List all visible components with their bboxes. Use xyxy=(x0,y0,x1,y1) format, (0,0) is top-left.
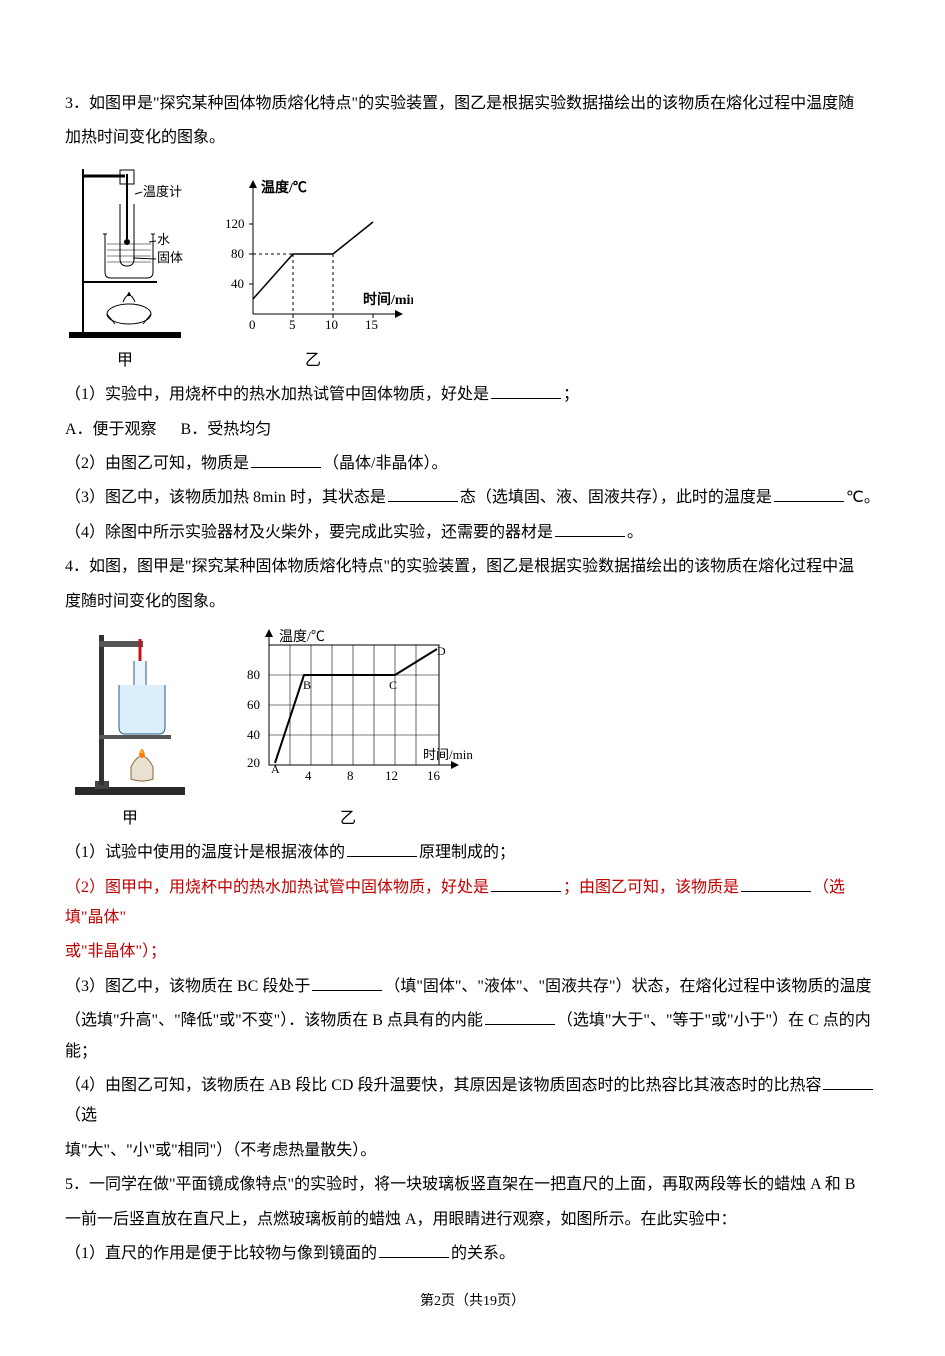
svg-text:4: 4 xyxy=(305,768,312,783)
q3-p1: （1）实验中，用烧杯中的热水加热试管中固体物质，好处是； xyxy=(65,380,880,410)
svg-text:B: B xyxy=(303,678,311,692)
q4-chart-col: A B C D 80 60 40 20 4 8 12 16 xyxy=(223,627,473,834)
q3-p2: （2）由图乙可知，物质是（晶体/非晶体）。 xyxy=(65,449,880,479)
q4-p2a: （2）图甲中，用烧杯中的热水加热试管中固体物质，好处是；由图乙可知，该物质是（选… xyxy=(65,873,880,934)
blank[interactable] xyxy=(485,1007,555,1026)
blank[interactable] xyxy=(388,484,458,503)
svg-text:12: 12 xyxy=(385,768,398,783)
blank[interactable] xyxy=(823,1071,873,1090)
q4-chart: A B C D 80 60 40 20 4 8 12 16 xyxy=(223,627,473,802)
q4-figure-row: 甲 xyxy=(65,627,880,834)
svg-text:80: 80 xyxy=(231,246,244,261)
q4-p1: （1）试验中使用的温度计是根据液体的原理制成的； xyxy=(65,838,880,868)
q3-fig-a-label: 甲 xyxy=(65,346,185,376)
q3-fig-b-label: 乙 xyxy=(213,346,413,376)
page-footer: 第2页（共19页） xyxy=(65,1289,880,1316)
svg-text:A: A xyxy=(271,762,280,776)
svg-text:D: D xyxy=(437,644,446,658)
svg-text:8: 8 xyxy=(347,768,354,783)
blank[interactable] xyxy=(774,484,844,503)
q4-fig-b-label: 乙 xyxy=(223,804,473,834)
q3-apparatus-col: 温度计 水 固体 甲 xyxy=(65,164,185,376)
q4-intro-1: 4．如图，图甲是"探究某种固体物质熔化特点"的实验装置，图乙是根据实验数据描绘出… xyxy=(65,552,880,582)
q5-p1: （1）直尺的作用是便于比较物与像到镜面的的关系。 xyxy=(65,1239,880,1269)
page: 3．如图甲是"探究某种固体物质熔化特点"的实验装置，图乙是根据实验数据描绘出的该… xyxy=(0,0,945,1356)
q4-fig-a-label: 甲 xyxy=(65,804,195,834)
blank[interactable] xyxy=(491,873,561,892)
q5-intro-2: 一前一后竖直放在直尺上，点燃玻璃板前的蜡烛 A，用眼睛进行观察，如图所示。在此实… xyxy=(65,1205,880,1235)
q3-intro-1: 3．如图甲是"探究某种固体物质熔化特点"的实验装置，图乙是根据实验数据描绘出的该… xyxy=(65,89,880,119)
blank[interactable] xyxy=(312,972,382,991)
q3-p4: （4）除图中所示实验器材及火柴外，要完成此实验，还需要的器材是。 xyxy=(65,518,880,548)
label-thermo: 温度计 xyxy=(143,184,182,199)
q3-figure-row: 温度计 水 固体 甲 40 80 120 0 xyxy=(65,164,880,376)
svg-text:120: 120 xyxy=(225,216,245,231)
q5-intro-1: 5．一同学在做"平面镜成像特点"的实验时，将一块玻璃板竖直架在一把直尺的上面，再… xyxy=(65,1170,880,1200)
svg-text:16: 16 xyxy=(427,768,441,783)
svg-text:时间/min: 时间/min xyxy=(423,747,473,762)
apparatus-icon xyxy=(65,627,195,802)
q3-number: 3． xyxy=(65,95,89,112)
q3-intro-2: 加热时间变化的图象。 xyxy=(65,123,880,153)
svg-text:0: 0 xyxy=(249,317,256,332)
q4-apparatus-col: 甲 xyxy=(65,627,195,834)
svg-text:80: 80 xyxy=(247,667,260,682)
svg-text:20: 20 xyxy=(247,755,260,770)
label-water: 水 xyxy=(157,232,170,247)
svg-text:C: C xyxy=(389,678,397,692)
apparatus-icon: 温度计 水 固体 xyxy=(65,164,185,344)
svg-text:温度/℃: 温度/℃ xyxy=(279,629,325,645)
q4-intro-2: 度随时间变化的图象。 xyxy=(65,587,880,617)
svg-text:40: 40 xyxy=(231,276,244,291)
q4-p4b: 填"大"、"小"或"相同"）（不考虑热量散失）。 xyxy=(65,1136,880,1166)
q3-p3: （3）图乙中，该物质加热 8min 时，其状态是态（选填固、液、固液共存），此时… xyxy=(65,483,880,513)
svg-text:15: 15 xyxy=(365,317,378,332)
svg-text:时间/min: 时间/min xyxy=(363,291,413,308)
q4-number: 4． xyxy=(65,558,89,575)
blank[interactable] xyxy=(741,873,811,892)
q3-options: A．便于观察 B．受热均匀 xyxy=(65,415,880,445)
q4-p3a: （3）图乙中，该物质在 BC 段处于（填"固体"、"液体"、"固液共存"）状态，… xyxy=(65,972,880,1002)
blank[interactable] xyxy=(555,518,625,537)
svg-text:60: 60 xyxy=(247,697,260,712)
q4-p3b: （选填"升高"、"降低"或"不变"）．该物质在 B 点具有的内能（选填"大于"、… xyxy=(65,1006,880,1067)
blank[interactable] xyxy=(347,839,417,858)
svg-text:40: 40 xyxy=(247,727,260,742)
q5-intro-text1: 一同学在做"平面镜成像特点"的实验时，将一块玻璃板竖直架在一把直尺的上面，再取两… xyxy=(89,1176,855,1193)
q3-intro-text1: 如图甲是"探究某种固体物质熔化特点"的实验装置，图乙是根据实验数据描绘出的该物质… xyxy=(89,95,854,112)
q3-chart: 40 80 120 0 5 10 15 温度/℃ 时间/min xyxy=(213,174,413,344)
blank[interactable] xyxy=(251,449,321,468)
label-solid: 固体 xyxy=(157,250,183,265)
svg-text:10: 10 xyxy=(325,317,338,332)
svg-text:5: 5 xyxy=(289,317,296,332)
q3-chart-col: 40 80 120 0 5 10 15 温度/℃ 时间/min 乙 xyxy=(213,174,413,376)
q4-p4a: （4）由图乙可知，该物质在 AB 段比 CD 段升温要快，其原因是该物质固态时的… xyxy=(65,1071,880,1132)
q4-intro-text1: 如图，图甲是"探究某种固体物质熔化特点"的实验装置，图乙是根据实验数据描绘出的该… xyxy=(89,558,854,575)
blank[interactable] xyxy=(379,1239,449,1258)
svg-text:温度/℃: 温度/℃ xyxy=(261,179,307,196)
q4-p2b: 或"非晶体"）； xyxy=(65,937,880,967)
blank[interactable] xyxy=(491,381,561,400)
q5-number: 5． xyxy=(65,1176,89,1193)
